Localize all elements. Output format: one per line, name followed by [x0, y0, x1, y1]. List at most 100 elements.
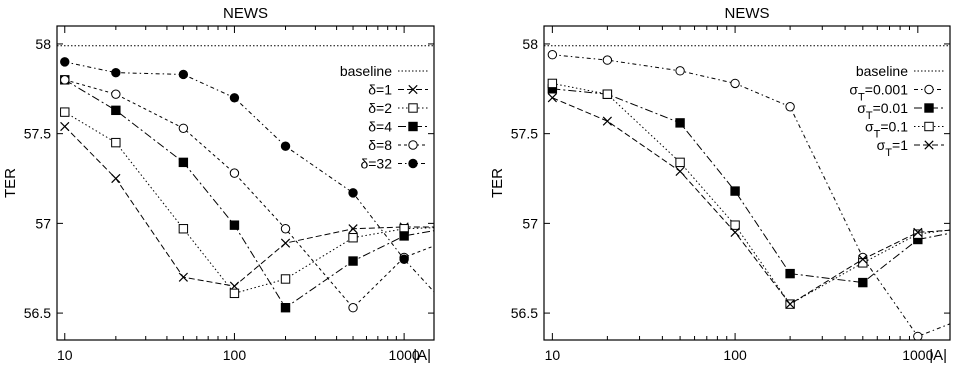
- data-point: [602, 89, 613, 99]
- legend: baseline δ=1 δ=2 δ=4 δ=8 δ=32: [340, 63, 428, 172]
- y-tick-label: 56.5: [511, 305, 538, 321]
- data-point: [60, 75, 70, 85]
- data-point: [785, 299, 795, 309]
- data-point: [229, 288, 240, 299]
- data-point: [60, 121, 70, 132]
- data-point: [858, 277, 868, 288]
- data-point: [280, 238, 291, 248]
- data-point: [178, 224, 189, 234]
- series-line-3: [552, 82, 950, 305]
- data-point: [60, 107, 70, 117]
- legend-label: δ=1: [368, 82, 392, 98]
- data-point: [280, 224, 291, 234]
- data-point: [602, 55, 613, 65]
- data-point: [111, 89, 121, 99]
- y-tick-label: 56.5: [24, 305, 51, 321]
- chart-panel-1: NEWS TER 56.5 57 57.5 58 10 100 1000|A| baseline δ…: [2, 5, 459, 364]
- y-tick-label: 58: [522, 36, 538, 52]
- legend-label: δ=8: [368, 137, 392, 153]
- data-point: [730, 227, 740, 237]
- y-tick-label: 57: [522, 215, 538, 231]
- y-axis-label: TER: [489, 168, 506, 198]
- chart-title: NEWS: [725, 5, 770, 22]
- data-point: [913, 227, 923, 237]
- data-point: [111, 173, 121, 184]
- legend-marker: [408, 103, 418, 113]
- data-point: [451, 223, 459, 231]
- legend-marker: [924, 84, 934, 95]
- data-point: [111, 105, 121, 116]
- y-tick-label: 57.5: [511, 126, 538, 142]
- data-point: [451, 223, 459, 231]
- series-line-5: [64, 61, 434, 293]
- data-point: [602, 116, 612, 126]
- data-point: [675, 157, 685, 168]
- data-point: [547, 78, 558, 89]
- data-point: [547, 50, 558, 60]
- series-line-2: [552, 88, 950, 284]
- data-point: [178, 69, 189, 80]
- data-point: [451, 234, 459, 242]
- plot-frame: [56, 25, 435, 341]
- data-point: [730, 220, 740, 230]
- x-axis-label: |A|: [413, 347, 431, 364]
- y-tick-label: 57.5: [24, 126, 51, 142]
- data-point: [229, 168, 240, 178]
- data-point: [280, 274, 291, 284]
- x-tick-label: 1000: [389, 347, 420, 363]
- data-point: [913, 331, 923, 340]
- y-tick-label: 57: [35, 215, 51, 231]
- x-tick-label: 10: [57, 347, 73, 363]
- data-point: [229, 220, 240, 230]
- data-point: [675, 118, 685, 128]
- data-point: [399, 231, 409, 241]
- data-point: [675, 66, 685, 76]
- legend-marker: [408, 158, 418, 169]
- x-axis-label: |A|: [929, 347, 947, 364]
- data-point: [111, 137, 121, 148]
- data-point: [785, 102, 795, 112]
- data-point: [675, 166, 685, 176]
- data-point: [348, 224, 358, 234]
- data-point: [348, 233, 358, 243]
- chart-panel-2: NEWS TER 56.5 57 57.5 58 10 100 1000|A| baseline σ…: [489, 5, 951, 364]
- data-point: [280, 141, 291, 151]
- data-point: [785, 268, 795, 279]
- y-axis-label: TER: [2, 168, 19, 198]
- legend-marker: [924, 121, 934, 132]
- legend-marker: [408, 84, 418, 95]
- series-line-4: [552, 97, 950, 305]
- legend-label: σT=0.01: [857, 100, 908, 122]
- data-point: [60, 57, 70, 67]
- legend-marker: [408, 121, 418, 132]
- x-tick-label: 1000: [902, 347, 933, 363]
- data-point: [730, 78, 740, 89]
- legend-label: σT=0.1: [865, 119, 908, 141]
- series-line-3: [64, 79, 434, 309]
- legend-label: baseline: [340, 63, 392, 79]
- legend-label: σT=0.001: [849, 82, 908, 104]
- legend-marker: [924, 103, 934, 113]
- data-point: [730, 186, 740, 196]
- legend-label: σT=1: [877, 137, 909, 159]
- series-line-4: [64, 79, 434, 309]
- x-tick-label: 10: [545, 347, 561, 363]
- legend-label: δ=2: [368, 100, 392, 116]
- data-point: [858, 254, 868, 264]
- data-point: [348, 256, 358, 266]
- data-point: [111, 67, 121, 78]
- legend-marker: [924, 140, 934, 150]
- legend-marker: [408, 140, 418, 150]
- legend-label: δ=32: [360, 156, 392, 172]
- y-tick-label: 58: [35, 36, 51, 52]
- series-line-1: [552, 54, 950, 338]
- legend-label: baseline: [856, 63, 908, 79]
- x-tick-label: 100: [223, 347, 247, 363]
- chart-title: NEWS: [223, 5, 268, 22]
- data-point: [280, 303, 291, 313]
- data-point: [451, 223, 459, 231]
- data-point: [348, 303, 358, 313]
- data-point: [451, 311, 459, 319]
- x-tick-label: 100: [723, 347, 747, 363]
